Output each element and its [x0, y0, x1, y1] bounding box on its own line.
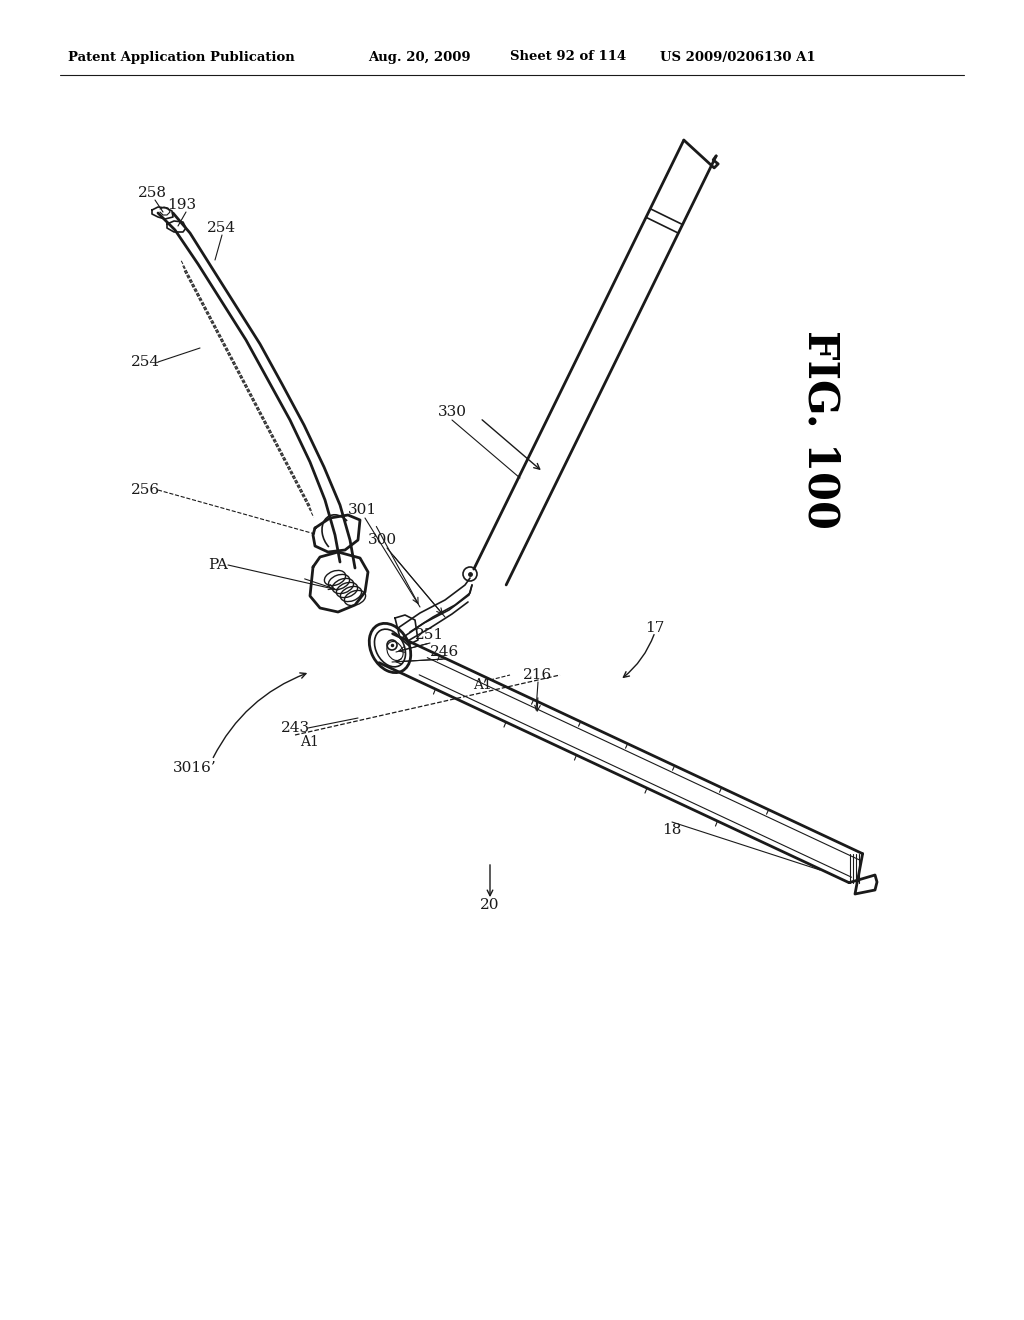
Text: 301: 301: [347, 503, 377, 517]
Text: US 2009/0206130 A1: US 2009/0206130 A1: [660, 50, 816, 63]
Text: A1: A1: [473, 678, 493, 692]
Text: 193: 193: [168, 198, 197, 213]
Text: 18: 18: [663, 822, 682, 837]
Text: 256: 256: [130, 483, 160, 498]
Text: 17: 17: [645, 620, 665, 635]
Text: 3016’: 3016’: [173, 762, 217, 775]
Text: 20: 20: [480, 898, 500, 912]
Text: Patent Application Publication: Patent Application Publication: [68, 50, 295, 63]
Text: 254: 254: [130, 355, 160, 370]
Text: 246: 246: [430, 645, 460, 659]
Text: FIG. 100: FIG. 100: [799, 330, 841, 529]
Text: 216: 216: [523, 668, 553, 682]
Text: Aug. 20, 2009: Aug. 20, 2009: [368, 50, 471, 63]
Text: Sheet 92 of 114: Sheet 92 of 114: [510, 50, 627, 63]
Text: 243: 243: [282, 721, 310, 735]
Text: PA: PA: [208, 558, 228, 572]
Text: 254: 254: [208, 220, 237, 235]
Text: 300: 300: [368, 533, 396, 546]
Text: 330: 330: [437, 405, 467, 418]
Text: A1: A1: [301, 735, 319, 748]
Text: 251: 251: [416, 628, 444, 642]
Text: 258: 258: [137, 186, 167, 201]
